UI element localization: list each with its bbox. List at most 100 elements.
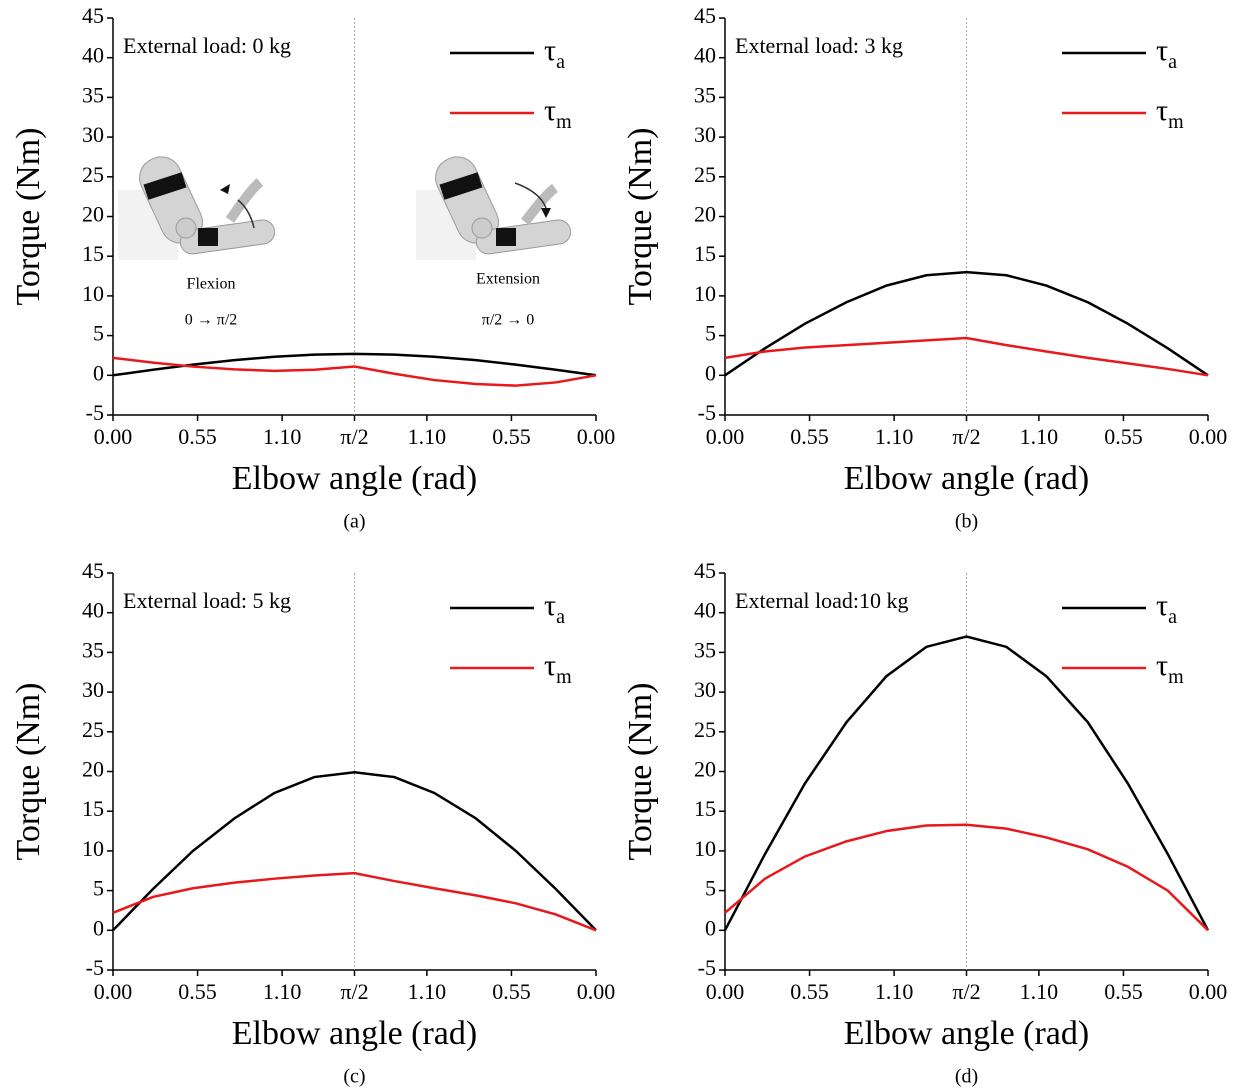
y-tick-label: 5 xyxy=(705,321,716,346)
caption: (b) xyxy=(955,511,978,533)
x-tick-label: π/2 xyxy=(340,424,368,449)
y-tick-label: 45 xyxy=(694,558,716,583)
x-tick-label: 0.55 xyxy=(790,979,829,1004)
series-line xyxy=(724,270,1209,377)
x-tick-label: 1.10 xyxy=(875,424,914,449)
y-tick-label: -5 xyxy=(698,955,716,980)
y-tick-label: 20 xyxy=(82,757,104,782)
y-tick-label: 20 xyxy=(694,202,716,227)
x-axis-label: Elbow angle (rad) xyxy=(232,460,477,497)
caption: (d) xyxy=(955,1066,978,1088)
legend-label: τm xyxy=(1156,94,1184,133)
y-tick-label: 15 xyxy=(82,796,104,821)
y-tick-label: 15 xyxy=(82,241,104,266)
x-tick-label: 0.55 xyxy=(1104,424,1143,449)
x-tick-label: 0.55 xyxy=(492,424,531,449)
legend-label: τa xyxy=(544,34,565,73)
series-line xyxy=(723,635,1210,931)
y-tick-label: 40 xyxy=(82,598,104,623)
y-tick-label: 10 xyxy=(694,281,716,306)
series-line xyxy=(112,771,597,932)
x-tick-label: 0.55 xyxy=(492,979,531,1004)
annotation: External load: 0 kg xyxy=(123,33,291,58)
series-line xyxy=(724,336,1209,377)
y-axis-label: Torque (Nm) xyxy=(622,128,659,306)
legend-label: τm xyxy=(1156,649,1184,688)
x-tick-label: 1.10 xyxy=(875,979,914,1004)
y-tick-label: 35 xyxy=(82,637,104,662)
inset-text: Flexion xyxy=(187,276,236,293)
y-tick-label: 0 xyxy=(705,360,716,385)
y-tick-label: 15 xyxy=(694,796,716,821)
x-tick-label: 0.55 xyxy=(178,424,217,449)
y-tick-label: 20 xyxy=(694,757,716,782)
x-tick-label: 0.00 xyxy=(1189,979,1228,1004)
y-tick-label: 40 xyxy=(694,598,716,623)
legend-label: τa xyxy=(1156,34,1177,73)
x-tick-label: 0.00 xyxy=(94,424,133,449)
y-tick-label: 25 xyxy=(694,717,716,742)
legend-label: τm xyxy=(544,94,572,133)
x-tick-label: 0.55 xyxy=(790,424,829,449)
annotation: External load: 5 kg xyxy=(123,588,291,613)
x-tick-label: π/2 xyxy=(952,424,980,449)
x-tick-label: 0.00 xyxy=(1189,424,1228,449)
y-tick-label: 5 xyxy=(93,321,104,346)
x-tick-label: 0.55 xyxy=(1104,979,1143,1004)
x-tick-label: 0.55 xyxy=(178,979,217,1004)
y-tick-label: 15 xyxy=(694,241,716,266)
y-tick-label: 25 xyxy=(694,162,716,187)
inset-text: Extension xyxy=(476,271,540,288)
x-tick-label: 1.10 xyxy=(263,424,302,449)
caption: (c) xyxy=(343,1066,365,1088)
x-tick-label: 0.00 xyxy=(577,979,616,1004)
y-tick-label: 0 xyxy=(93,360,104,385)
inset-text: 0 → π/2 xyxy=(185,312,238,329)
legend-label: τm xyxy=(544,649,572,688)
y-tick-label: 25 xyxy=(82,162,104,187)
y-tick-label: 20 xyxy=(82,202,104,227)
y-tick-label: 40 xyxy=(82,43,104,68)
y-tick-label: 30 xyxy=(694,122,716,147)
x-tick-label: 1.10 xyxy=(1020,979,1059,1004)
y-tick-label: 5 xyxy=(705,876,716,901)
y-tick-label: 45 xyxy=(82,558,104,583)
legend-label: τa xyxy=(1156,589,1177,628)
inset-illustration xyxy=(118,156,572,260)
y-tick-label: 35 xyxy=(694,637,716,662)
y-axis-label: Torque (Nm) xyxy=(10,128,47,306)
series-line xyxy=(112,871,597,932)
y-axis-label: Torque (Nm) xyxy=(622,683,659,861)
y-tick-label: -5 xyxy=(698,400,716,425)
x-tick-label: 1.10 xyxy=(1020,424,1059,449)
series-line xyxy=(112,352,597,377)
x-axis-label: Elbow angle (rad) xyxy=(844,460,1089,497)
y-tick-label: 0 xyxy=(705,915,716,940)
x-tick-label: π/2 xyxy=(340,979,368,1004)
y-tick-label: 30 xyxy=(82,677,104,702)
y-axis-label: Torque (Nm) xyxy=(10,683,47,861)
y-tick-label: 35 xyxy=(82,82,104,107)
y-tick-label: 45 xyxy=(82,3,104,28)
y-tick-label: 10 xyxy=(694,836,716,861)
inset-text: π/2 → 0 xyxy=(482,312,535,329)
x-tick-label: 1.10 xyxy=(408,979,447,1004)
x-axis-label: Elbow angle (rad) xyxy=(232,1015,477,1052)
x-tick-label: 0.00 xyxy=(706,979,745,1004)
y-tick-label: 5 xyxy=(93,876,104,901)
x-tick-label: π/2 xyxy=(952,979,980,1004)
y-tick-label: -5 xyxy=(86,955,104,980)
y-tick-label: 25 xyxy=(82,717,104,742)
y-tick-label: 10 xyxy=(82,281,104,306)
y-tick-label: 0 xyxy=(93,915,104,940)
x-tick-label: 1.10 xyxy=(263,979,302,1004)
series-line xyxy=(724,823,1209,932)
annotation: External load:10 kg xyxy=(735,588,909,613)
y-tick-label: 40 xyxy=(694,43,716,68)
legend-label: τa xyxy=(544,589,565,628)
series-line xyxy=(112,356,597,387)
x-axis-label: Elbow angle (rad) xyxy=(844,1015,1089,1052)
x-tick-label: 0.00 xyxy=(706,424,745,449)
annotation: External load: 3 kg xyxy=(735,33,903,58)
